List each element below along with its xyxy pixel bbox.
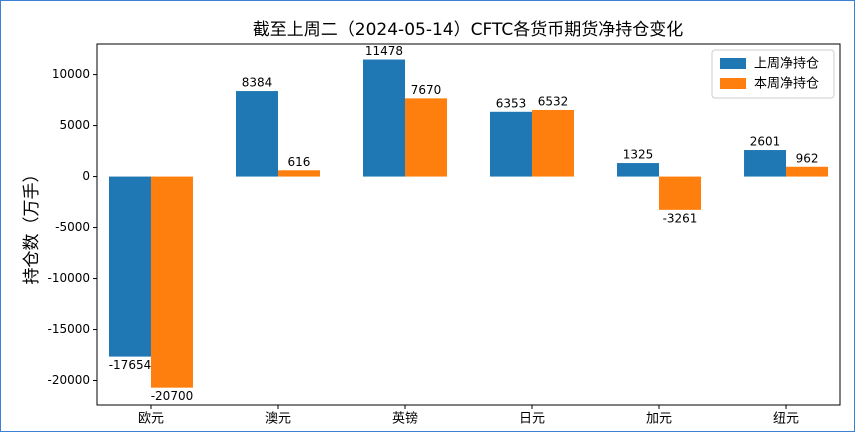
x-tick-label: 英镑 <box>392 411 418 427</box>
value-label: 6532 <box>538 94 569 108</box>
x-tick-label: 纽元 <box>773 412 799 427</box>
x-tick-label: 欧元 <box>138 412 164 427</box>
bar <box>362 59 405 177</box>
value-label: 2601 <box>750 135 781 149</box>
bar <box>277 170 320 177</box>
legend-label: 本周净持仓 <box>754 77 819 92</box>
x-tick-label: 加元 <box>646 412 672 427</box>
value-label: 11478 <box>365 44 403 58</box>
bar <box>235 91 278 177</box>
bar <box>786 166 829 177</box>
bar <box>744 150 787 177</box>
value-label: 962 <box>796 151 819 165</box>
legend-swatch <box>720 78 746 89</box>
y-tick-label: -10000 <box>47 271 90 285</box>
y-axis-label: 持仓数（万手） <box>22 166 42 285</box>
value-label: 8384 <box>242 76 273 90</box>
legend-swatch <box>720 58 746 69</box>
y-tick-label: 5000 <box>59 118 90 132</box>
y-tick-label: 10000 <box>52 67 90 81</box>
value-label: 1325 <box>623 148 654 162</box>
value-label: 6353 <box>496 96 527 110</box>
value-label: -3261 <box>663 211 698 225</box>
x-tick-label: 日元 <box>519 412 545 427</box>
y-tick-label: -5000 <box>55 220 90 234</box>
value-label: -17654 <box>109 358 152 372</box>
value-label: -20700 <box>151 389 194 403</box>
bar <box>404 98 447 177</box>
y-tick-label: -20000 <box>47 373 90 387</box>
bar <box>490 111 533 177</box>
bar <box>659 176 702 210</box>
chart-title: 截至上周二（2024-05-14）CFTC各货币期货净持仓变化 <box>253 20 683 40</box>
legend-label: 上周净持仓 <box>754 57 819 72</box>
bar <box>108 176 151 357</box>
value-label: 616 <box>288 155 311 169</box>
value-label: 7670 <box>411 83 442 97</box>
y-tick-label: -15000 <box>47 322 90 336</box>
bar <box>617 163 660 177</box>
plot-frame <box>96 43 841 406</box>
y-tick-label: 0 <box>82 169 90 183</box>
bar <box>150 176 193 388</box>
bar <box>532 109 575 177</box>
x-tick-label: 澳元 <box>265 411 291 427</box>
